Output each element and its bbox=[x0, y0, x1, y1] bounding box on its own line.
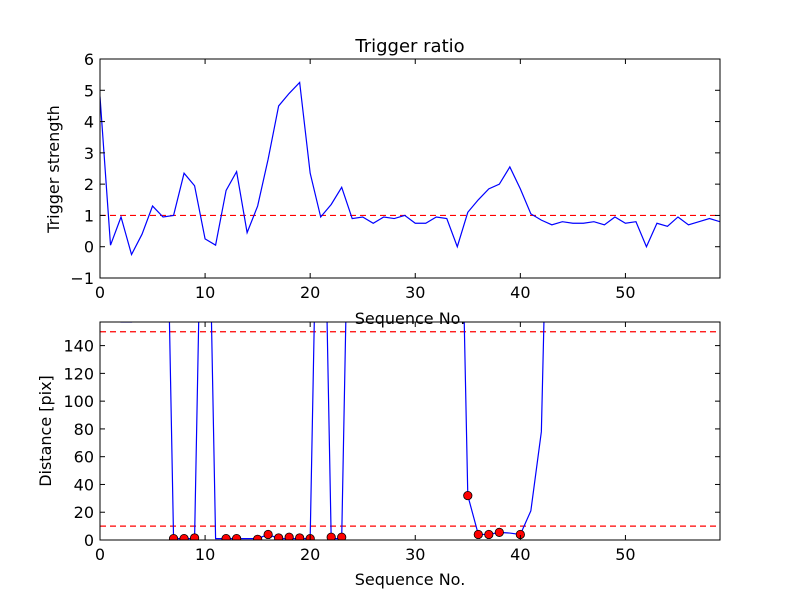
top-chart-y-tick-label: 1 bbox=[84, 206, 94, 225]
bottom-chart-data-point bbox=[221, 534, 231, 540]
top-chart-x-tick-label: 30 bbox=[405, 283, 425, 302]
top-chart-x-axis-label: Sequence No. bbox=[355, 309, 466, 328]
bottom-chart-x-ticks: 0 10 20 30 40 50 bbox=[95, 322, 636, 564]
bottom-chart-data-point bbox=[284, 532, 294, 540]
bottom-chart-y-tick-label: 140 bbox=[63, 337, 94, 356]
bottom-chart-data-point bbox=[253, 534, 263, 540]
bottom-chart-y-tick-label: 60 bbox=[74, 448, 94, 467]
bottom-chart-frame bbox=[99, 321, 721, 541]
bottom-chart-data-point bbox=[168, 534, 179, 540]
bottom-chart-y-tick-label: 80 bbox=[74, 420, 94, 439]
bottom-chart-series-line bbox=[120, 322, 545, 540]
top-chart-y-axis-label: Trigger strength bbox=[44, 105, 63, 234]
top-chart-plot-area bbox=[100, 81, 720, 257]
top-chart-y-tick-label: 5 bbox=[84, 81, 94, 100]
bottom-chart-y-ticks: 0 20 40 60 80 100 120 140 bbox=[63, 337, 720, 550]
bottom-chart-y-tick-label: 20 bbox=[74, 503, 94, 522]
bottom-chart-data-point bbox=[463, 490, 473, 501]
bottom-chart-x-tick-label: 30 bbox=[405, 545, 425, 564]
top-chart-x-tick-label: 50 bbox=[615, 283, 635, 302]
bottom-chart-plot-area bbox=[100, 322, 720, 540]
top-chart-x-tick-label: 0 bbox=[95, 283, 105, 302]
top-chart-frame bbox=[99, 58, 721, 279]
bottom-chart-y-tick-label: 0 bbox=[84, 531, 94, 550]
bottom-chart-y-tick-label: 40 bbox=[74, 475, 94, 494]
bottom-chart-data-point bbox=[494, 527, 504, 537]
bottom-chart-x-tick-label: 50 bbox=[615, 545, 635, 564]
top-chart-title: Trigger ratio bbox=[354, 36, 464, 57]
top-chart-y-tick-label: 0 bbox=[84, 238, 94, 257]
bottom-chart-data-point bbox=[263, 529, 273, 540]
bottom-chart-data-point bbox=[189, 533, 200, 540]
bottom-chart-x-tick-label: 20 bbox=[300, 545, 320, 564]
bottom-chart-x-tick-label: 40 bbox=[510, 545, 530, 564]
top-chart-y-tick-label: 3 bbox=[84, 144, 94, 163]
bottom-chart-data-point bbox=[484, 529, 494, 540]
bottom-chart-y-tick-label: 120 bbox=[63, 364, 94, 383]
top-chart-y-ticks: −1 0 1 2 3 4 5 6 bbox=[70, 50, 720, 288]
bottom-chart: 0 10 20 30 40 50 0 20 40 60 80 100 120 140 bbox=[63, 321, 721, 564]
top-chart-x-tick-label: 40 bbox=[510, 283, 530, 302]
top-chart-series-line bbox=[100, 81, 720, 257]
top-chart-x-ticks: 0 10 20 30 40 50 bbox=[95, 59, 636, 302]
top-chart-y-tick-label: −1 bbox=[70, 269, 94, 288]
bottom-chart-data-point bbox=[337, 532, 347, 540]
top-chart-y-tick-label: 4 bbox=[84, 113, 94, 132]
bottom-chart-data-point bbox=[326, 532, 336, 540]
top-chart-x-tick-label: 10 bbox=[195, 283, 215, 302]
bottom-chart-x-axis-label: Sequence No. bbox=[355, 570, 466, 589]
top-chart-y-tick-label: 6 bbox=[84, 50, 94, 69]
bottom-chart-y-tick-label: 100 bbox=[63, 392, 94, 411]
top-chart-x-tick-label: 20 bbox=[300, 283, 320, 302]
bottom-chart-data-point bbox=[295, 533, 305, 540]
bottom-chart-data-point bbox=[274, 533, 284, 540]
bottom-chart-data-point bbox=[473, 529, 483, 540]
bottom-chart-data-point bbox=[179, 534, 189, 540]
top-chart-y-tick-label: 2 bbox=[84, 175, 94, 194]
bottom-chart-x-tick-label: 10 bbox=[195, 545, 215, 564]
bottom-chart-y-axis-label: Distance [pix] bbox=[36, 375, 55, 487]
bottom-chart-x-tick-label: 0 bbox=[95, 545, 105, 564]
bottom-chart-data-point bbox=[232, 534, 242, 540]
